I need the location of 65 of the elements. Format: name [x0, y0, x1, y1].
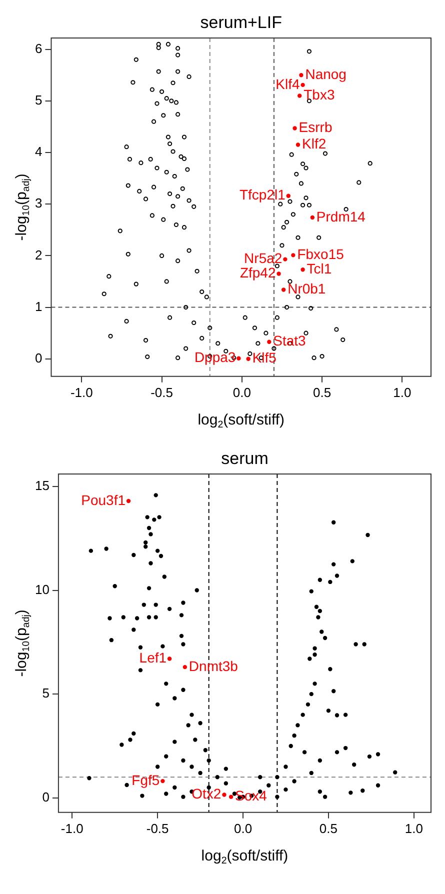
annotation: Stat3 — [273, 332, 306, 349]
point — [236, 356, 241, 360]
chart-title: serum+LIF — [200, 13, 282, 32]
point — [182, 664, 188, 670]
annotation: Dppa3 — [194, 349, 236, 366]
y-tick-label: 15 — [34, 478, 50, 494]
y-axis-title: -log10(padj) — [13, 174, 32, 241]
y-tick-label: 2 — [34, 247, 42, 262]
y-tick-label: 5 — [34, 92, 42, 108]
y-tick-label: 1 — [34, 298, 42, 314]
x-tick-label: 0.5 — [312, 384, 332, 400]
annotation: Dnmt3b — [188, 658, 238, 674]
annotation: Klf2 — [302, 136, 326, 152]
annotation: Tbx3 — [304, 86, 335, 103]
x-tick-label: 1.0 — [404, 820, 423, 836]
annotation: Klf4 — [276, 76, 300, 92]
annotation: Nr5a2 — [244, 250, 282, 266]
point — [126, 498, 131, 504]
point — [267, 340, 272, 344]
annotation: Fgf5 — [132, 772, 160, 788]
y-tick-label: 0 — [34, 350, 42, 366]
point — [281, 288, 286, 292]
annotation: Fbxo15 — [297, 246, 344, 262]
point — [296, 142, 300, 147]
point — [160, 778, 165, 784]
point — [310, 215, 315, 220]
point — [283, 257, 288, 262]
chart-title: serum — [221, 449, 268, 468]
y-tick-label: 0 — [42, 789, 50, 804]
annotation: Lef1 — [139, 650, 167, 666]
y-tick-label: 10 — [34, 582, 50, 597]
y-tick-label: 6 — [34, 40, 42, 56]
annotation: Nanog — [305, 66, 346, 82]
annotation: Tfcp2l1 — [239, 186, 286, 203]
y-tick-label: 5 — [42, 686, 50, 701]
point — [291, 253, 296, 258]
y-axis-title: -log10(padj) — [13, 610, 32, 677]
annotation: Otx2 — [192, 786, 222, 802]
x-tick-label: 1.0 — [393, 384, 412, 400]
x-tick-label: -1.0 — [60, 820, 84, 836]
annotation: Nr0b1 — [288, 280, 326, 297]
x-tick-label: 0.0 — [232, 384, 251, 400]
point — [167, 656, 172, 661]
point — [246, 356, 250, 361]
point — [222, 792, 226, 797]
x-tick-label: -0.5 — [150, 384, 173, 400]
x-tick-label: 0.5 — [319, 820, 338, 836]
annotation: Esrrb — [298, 119, 332, 136]
annotation: Pou3f1 — [81, 492, 126, 508]
x-tick-label: -0.5 — [146, 820, 169, 836]
point — [292, 126, 297, 130]
annotation: Zfp42 — [240, 264, 276, 281]
y-tick-label: 4 — [34, 144, 42, 160]
point — [276, 272, 281, 276]
point — [228, 794, 234, 799]
x-tick-label: 0.0 — [234, 820, 252, 836]
y-tick-label: 3 — [34, 196, 42, 211]
annotation: Prdm14 — [316, 208, 366, 224]
point — [300, 268, 305, 272]
point — [299, 73, 304, 78]
annotation: Tcl1 — [306, 260, 332, 276]
point — [300, 82, 305, 88]
point — [298, 94, 302, 98]
x-tick-label: -1.0 — [70, 384, 93, 400]
point — [286, 194, 290, 198]
